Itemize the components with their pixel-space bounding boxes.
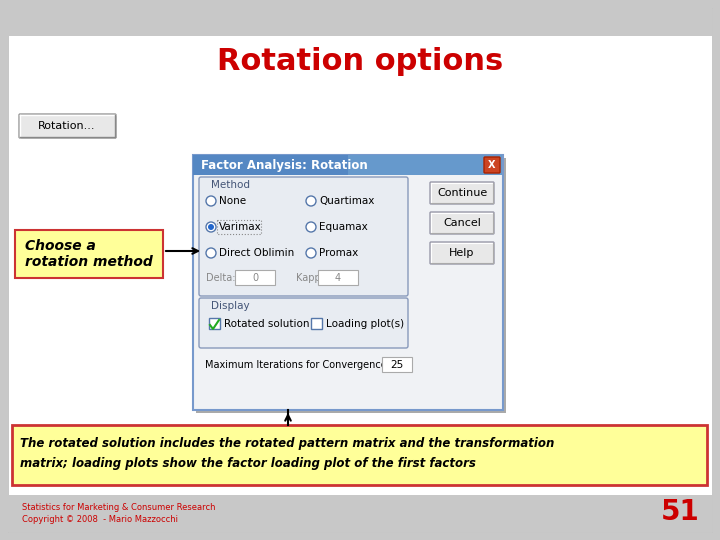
- Circle shape: [206, 222, 216, 232]
- Text: Statistics for Marketing & Consumer Research: Statistics for Marketing & Consumer Rese…: [22, 503, 215, 512]
- FancyBboxPatch shape: [209, 318, 220, 329]
- Text: 25: 25: [390, 360, 404, 370]
- Text: 51: 51: [661, 498, 700, 526]
- Text: 4: 4: [335, 273, 341, 283]
- Text: Kappa: Kappa: [296, 273, 327, 283]
- FancyBboxPatch shape: [318, 270, 358, 285]
- FancyBboxPatch shape: [199, 177, 408, 296]
- Text: Continue: Continue: [437, 188, 487, 198]
- Text: Quartimax: Quartimax: [319, 196, 374, 206]
- Circle shape: [206, 248, 216, 258]
- Circle shape: [306, 248, 316, 258]
- Text: Rotation options: Rotation options: [217, 48, 503, 77]
- Text: Promax: Promax: [319, 248, 359, 258]
- Text: matrix; loading plots show the factor loading plot of the first factors: matrix; loading plots show the factor lo…: [20, 456, 476, 469]
- Text: X: X: [488, 160, 496, 170]
- Circle shape: [208, 224, 214, 230]
- Text: Cancel: Cancel: [443, 218, 481, 228]
- FancyBboxPatch shape: [382, 357, 412, 372]
- Text: Display: Display: [211, 301, 250, 311]
- FancyBboxPatch shape: [12, 425, 707, 485]
- Text: Choose a
rotation method: Choose a rotation method: [25, 239, 153, 269]
- FancyBboxPatch shape: [193, 155, 348, 175]
- FancyBboxPatch shape: [8, 495, 712, 532]
- FancyBboxPatch shape: [193, 155, 503, 410]
- Text: Direct Oblimin: Direct Oblimin: [219, 248, 294, 258]
- Text: Rotation...: Rotation...: [38, 121, 96, 131]
- FancyBboxPatch shape: [199, 298, 408, 348]
- FancyBboxPatch shape: [235, 270, 275, 285]
- FancyBboxPatch shape: [430, 242, 494, 264]
- Circle shape: [306, 222, 316, 232]
- FancyBboxPatch shape: [8, 8, 712, 36]
- FancyBboxPatch shape: [430, 182, 494, 204]
- Circle shape: [306, 196, 316, 206]
- Text: Maximum Iterations for Convergence:: Maximum Iterations for Convergence:: [205, 360, 390, 370]
- FancyBboxPatch shape: [8, 8, 712, 532]
- FancyBboxPatch shape: [196, 158, 506, 413]
- Text: Method: Method: [211, 180, 250, 190]
- Text: 0: 0: [252, 273, 258, 283]
- FancyBboxPatch shape: [15, 230, 163, 278]
- Text: None: None: [219, 196, 246, 206]
- Text: Equamax: Equamax: [319, 222, 368, 232]
- FancyBboxPatch shape: [311, 318, 322, 329]
- FancyBboxPatch shape: [484, 157, 500, 173]
- Text: Rotated solution: Rotated solution: [224, 319, 310, 329]
- Text: Loading plot(s): Loading plot(s): [326, 319, 404, 329]
- FancyBboxPatch shape: [19, 114, 116, 138]
- Circle shape: [206, 196, 216, 206]
- Text: The rotated solution includes the rotated pattern matrix and the transformation: The rotated solution includes the rotate…: [20, 436, 554, 449]
- Text: Copyright © 2008  - Mario Mazzocchi: Copyright © 2008 - Mario Mazzocchi: [22, 516, 178, 524]
- Text: Factor Analysis: Rotation: Factor Analysis: Rotation: [201, 159, 368, 172]
- Text: Varimax: Varimax: [219, 222, 262, 232]
- FancyBboxPatch shape: [430, 212, 494, 234]
- Text: Delta:: Delta:: [206, 273, 235, 283]
- FancyBboxPatch shape: [193, 155, 502, 175]
- Text: Help: Help: [449, 248, 474, 258]
